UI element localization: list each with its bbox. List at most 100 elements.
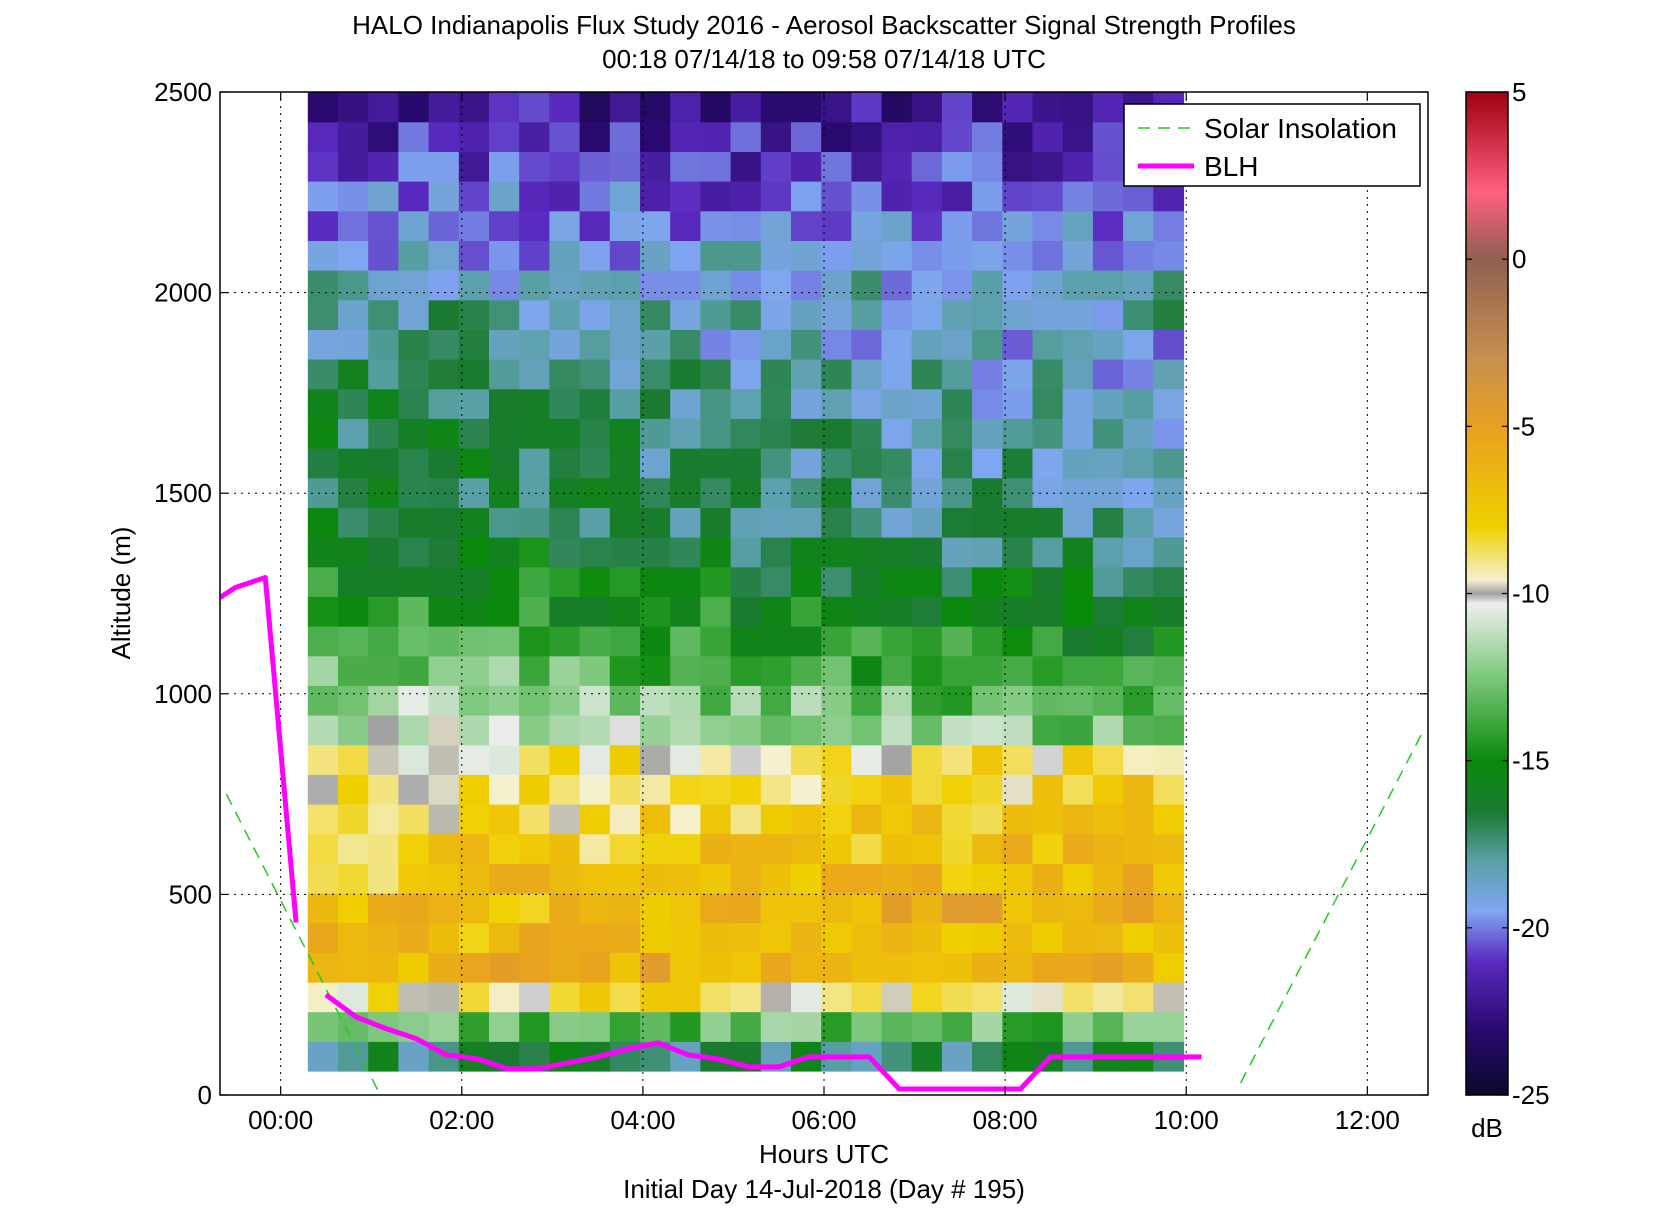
heatmap-cell: [519, 477, 550, 508]
heatmap-cell: [851, 240, 883, 271]
heatmap-cell: [1123, 566, 1154, 597]
heatmap-cell: [398, 774, 430, 805]
heatmap-cell: [489, 92, 520, 123]
heatmap-cell: [941, 952, 973, 983]
colorbar-tick-label: 5: [1512, 77, 1526, 107]
heatmap-cell: [640, 329, 671, 360]
heatmap-cell: [458, 270, 490, 301]
colorbar-tick-label: -25: [1512, 1080, 1550, 1110]
heatmap-cell: [1002, 121, 1034, 152]
heatmap-cell: [1002, 1041, 1034, 1072]
heatmap-cell: [972, 181, 1003, 212]
heatmap-cell: [428, 981, 460, 1013]
heatmap-cell: [398, 418, 430, 449]
heatmap-cell: [730, 537, 762, 568]
heatmap-cell: [821, 181, 852, 212]
heatmap-cell: [972, 863, 1003, 894]
heatmap-cell: [911, 388, 943, 419]
heatmap-cell: [579, 774, 611, 805]
heatmap-cell: [368, 922, 399, 953]
heatmap-cell: [398, 151, 430, 182]
heatmap-cell: [1123, 774, 1154, 805]
heatmap-cell: [368, 952, 399, 983]
heatmap-cell: [579, 299, 611, 330]
heatmap-cell: [791, 537, 822, 568]
heatmap-cell: [911, 507, 943, 538]
heatmap-cell: [489, 507, 520, 538]
heatmap-cell: [881, 596, 913, 627]
solar-insolation-line: [1239, 733, 1423, 1084]
heatmap-cell: [821, 507, 852, 538]
heatmap-cell: [972, 359, 1003, 390]
heatmap-cell: [368, 833, 399, 864]
heatmap-cell: [791, 981, 822, 1013]
heatmap-cell: [519, 388, 550, 419]
heatmap-cell: [670, 715, 701, 746]
heatmap-cell: [1123, 981, 1154, 1013]
heatmap-cell: [489, 299, 520, 330]
heatmap-cell: [911, 210, 943, 241]
heatmap-cell: [609, 892, 641, 924]
heatmap-cell: [881, 863, 913, 894]
heatmap-cell: [640, 121, 671, 152]
heatmap-cell: [1002, 418, 1034, 449]
heatmap-cell: [307, 121, 339, 152]
heatmap-cell: [338, 952, 369, 983]
heatmap-cell: [519, 359, 550, 390]
heatmap-cell: [609, 952, 641, 983]
heatmap-cell: [1002, 566, 1034, 597]
heatmap-cell: [700, 299, 732, 330]
colorbar-tick-label: -10: [1512, 579, 1550, 609]
heatmap-cell: [579, 240, 611, 271]
heatmap-cell: [609, 270, 641, 301]
heatmap-cell: [1062, 121, 1094, 152]
heatmap-cell: [1153, 892, 1185, 924]
heatmap-cell: [700, 774, 732, 805]
heatmap-cell: [791, 181, 822, 212]
heatmap-cell: [398, 329, 430, 360]
heatmap-cell: [640, 833, 671, 864]
heatmap-cell: [911, 655, 943, 686]
heatmap-cell: [941, 270, 973, 301]
heatmap-cell: [549, 299, 581, 330]
heatmap-cell: [428, 566, 460, 597]
heatmap-cell: [368, 299, 399, 330]
heatmap-cell: [428, 744, 460, 775]
heatmap-cell: [609, 477, 641, 508]
heatmap-cell: [338, 626, 369, 657]
heatmap-cell: [972, 240, 1003, 271]
y-tick-label: 2000: [154, 278, 212, 308]
heatmap-cell: [368, 121, 399, 152]
heatmap-cell: [972, 952, 1003, 983]
heatmap-cell: [851, 270, 883, 301]
heatmap-cell: [1002, 952, 1034, 983]
heatmap-cell: [519, 537, 550, 568]
heatmap-cell: [881, 1041, 913, 1072]
heatmap-cell: [881, 922, 913, 953]
heatmap-cell: [1092, 240, 1124, 271]
heatmap-cell: [911, 892, 943, 924]
heatmap-cell: [851, 744, 883, 775]
heatmap-cell: [791, 121, 822, 152]
heatmap-cell: [307, 240, 339, 271]
heatmap-cell: [1062, 833, 1094, 864]
heatmap-cell: [700, 803, 732, 835]
heatmap-cell: [791, 952, 822, 983]
heatmap-cell: [398, 715, 430, 746]
heatmap-cell: [881, 92, 913, 123]
heatmap-cell: [911, 981, 943, 1013]
heatmap-cell: [489, 566, 520, 597]
heatmap-cell: [911, 952, 943, 983]
heatmap-cell: [1032, 892, 1064, 924]
heatmap-cell: [1062, 537, 1094, 568]
heatmap-cell: [972, 1041, 1003, 1072]
heatmap-cell: [700, 477, 732, 508]
heatmap-cell: [609, 240, 641, 271]
heatmap-cell: [458, 803, 490, 835]
heatmap-cell: [458, 1011, 490, 1042]
heatmap-cell: [368, 210, 399, 241]
heatmap-cell: [700, 981, 732, 1013]
heatmap-cell: [791, 744, 822, 775]
heatmap-cell: [307, 566, 339, 597]
heatmap-cell: [338, 507, 369, 538]
